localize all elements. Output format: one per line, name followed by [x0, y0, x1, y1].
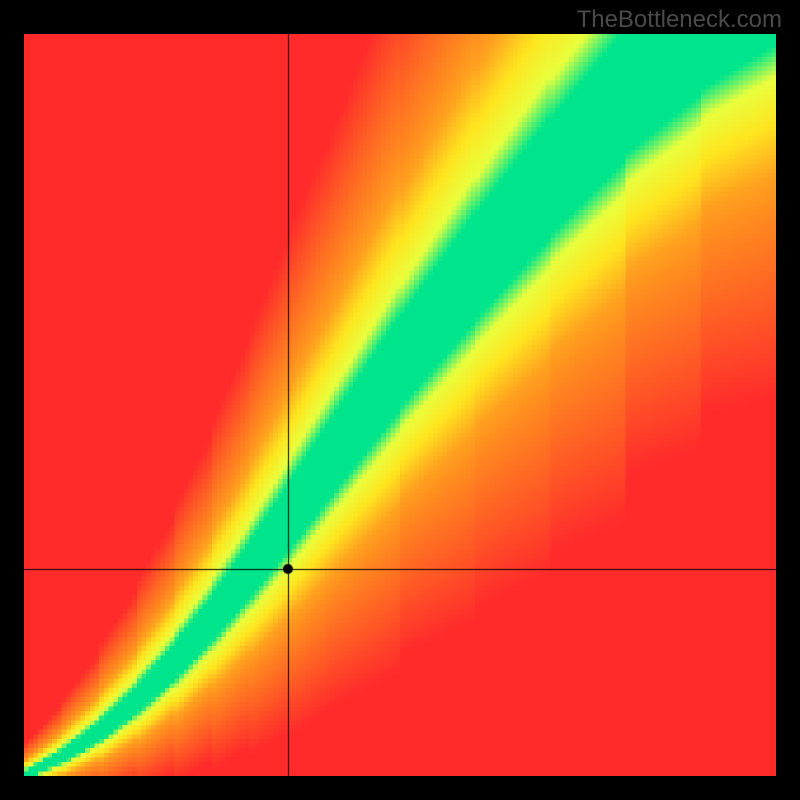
watermark-text: TheBottleneck.com	[577, 6, 782, 34]
crosshair-overlay	[0, 0, 800, 800]
chart-container: TheBottleneck.com	[0, 0, 800, 800]
